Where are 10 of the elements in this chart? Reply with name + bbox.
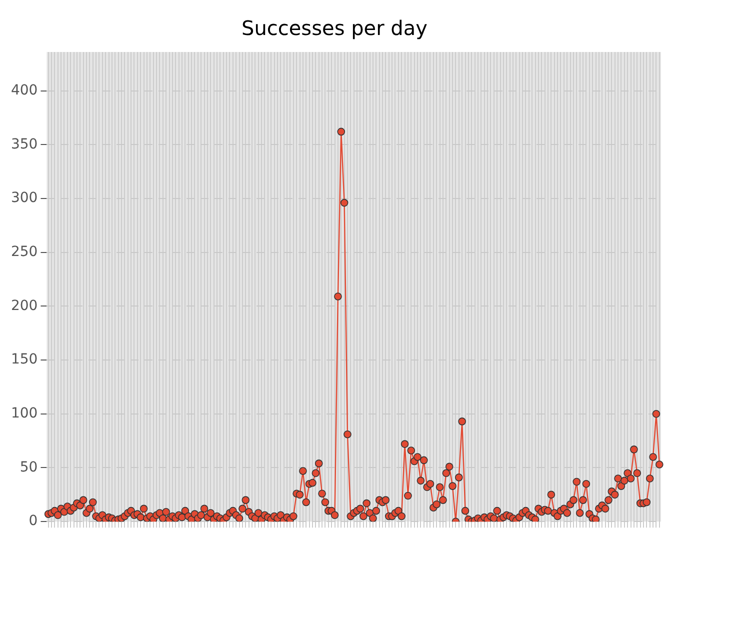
y-tick-label: 350	[10, 136, 38, 152]
y-tick-label: 300	[10, 190, 38, 206]
y-tick-label: 100	[10, 406, 38, 422]
y-tick-label: 0	[28, 513, 38, 530]
y-tick-label: 250	[10, 244, 38, 260]
chart-title: Successes per day	[242, 16, 428, 40]
y-tick-label: 400	[10, 82, 38, 98]
y-tick-label: 200	[10, 298, 38, 314]
y-tick-label: 50	[20, 459, 38, 476]
y-tick-label: 150	[10, 352, 38, 368]
